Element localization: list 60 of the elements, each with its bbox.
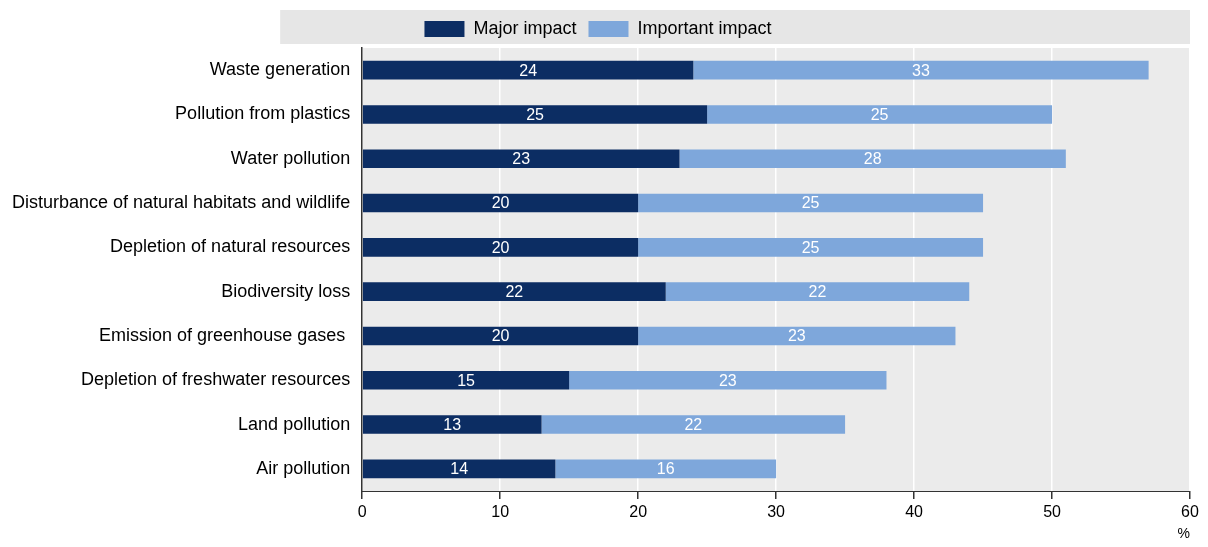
bar [665, 282, 970, 301]
bar [679, 149, 1066, 169]
bar [362, 105, 708, 124]
bar [362, 459, 556, 479]
x-tick-label: 20 [629, 503, 648, 521]
data-label: 13 [443, 415, 462, 433]
x-tick-label: 50 [1043, 503, 1062, 521]
data-label: 23 [512, 150, 531, 168]
data-label: 25 [801, 194, 820, 212]
data-label: 33 [912, 61, 930, 79]
y-tick-label: Disturbance of natural habitats and wildlife [11, 192, 351, 213]
bar [707, 105, 1053, 124]
bar [541, 415, 846, 434]
data-label: 23 [718, 371, 737, 389]
x-tick-label: 40 [905, 503, 924, 521]
bar [362, 238, 639, 257]
y-tick-label: Depletion of freshwater resources [81, 369, 351, 390]
data-label: 22 [505, 283, 524, 301]
bar [638, 193, 984, 213]
data-label: 25 [870, 105, 889, 123]
y-tick-label: Air pollution [256, 457, 351, 478]
x-tick-label: 0 [357, 503, 367, 521]
bar [362, 149, 680, 169]
y-tick-label: Emission of greenhouse gases [99, 324, 351, 345]
legend-label: Major impact [473, 17, 577, 38]
y-tick-label: Water pollution [230, 147, 351, 168]
bar [638, 326, 956, 346]
data-label: 25 [526, 105, 545, 123]
bar [362, 370, 570, 390]
data-label: 15 [457, 371, 476, 389]
y-tick-label: Land pollution [238, 413, 351, 434]
x-tick-label: 30 [767, 503, 786, 521]
y-tick-label: Biodiversity loss [221, 280, 351, 301]
bar [362, 60, 694, 80]
bar [362, 326, 639, 346]
y-tick-label: Depletion of natural resources [110, 236, 351, 257]
bar [362, 415, 542, 434]
data-label: 20 [491, 238, 510, 256]
data-label: 22 [808, 283, 827, 301]
data-label: 14 [450, 460, 469, 478]
data-label: 28 [863, 150, 882, 168]
bar [693, 60, 1149, 80]
bar [362, 193, 639, 213]
x-tick-label: 60 [1181, 503, 1199, 521]
y-tick-label: Waste generation [209, 59, 351, 80]
data-label: 20 [491, 194, 510, 212]
bar [638, 238, 984, 257]
x-tick-label: 10 [491, 503, 510, 521]
data-label: 25 [801, 238, 820, 256]
data-label: 24 [519, 61, 538, 79]
data-label: 23 [787, 327, 806, 345]
data-label: 20 [491, 327, 510, 345]
bar [362, 282, 666, 301]
legend-label: Important impact [637, 17, 772, 38]
bar [555, 459, 777, 479]
bar [569, 370, 887, 390]
x-axis-title: % [1177, 525, 1190, 542]
data-label: 16 [656, 460, 675, 478]
y-tick-label: Pollution from plastics [175, 103, 351, 124]
data-label: 22 [684, 415, 703, 433]
